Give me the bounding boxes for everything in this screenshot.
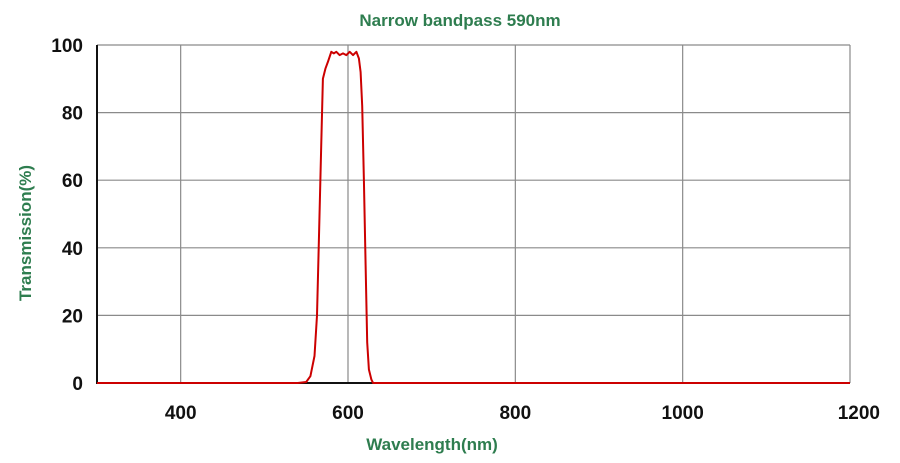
x-tick-label-400: 400 bbox=[165, 403, 197, 424]
chart-title: Narrow bandpass 590nm bbox=[359, 11, 560, 30]
y-axis-label: Transmission(%) bbox=[16, 165, 35, 301]
x-axis-label: Wavelength(nm) bbox=[366, 435, 498, 454]
x-tick-label-800: 800 bbox=[499, 403, 531, 424]
grid-lines bbox=[97, 44, 851, 384]
x-tick-label-600: 600 bbox=[332, 403, 364, 424]
y-tick-label-0: 0 bbox=[72, 374, 83, 395]
y-tick-label-100: 100 bbox=[51, 36, 83, 57]
x-tick-labels: 400 600 800 1000 1200 bbox=[165, 403, 880, 424]
x-tick-label-1000: 1000 bbox=[662, 403, 704, 424]
series-group bbox=[97, 50, 850, 384]
x-tick-label-1200: 1200 bbox=[838, 403, 880, 424]
y-tick-label-80: 80 bbox=[62, 104, 83, 125]
y-tick-label-20: 20 bbox=[62, 306, 83, 327]
series-line-0 bbox=[97, 50, 850, 384]
y-tick-label-60: 60 bbox=[62, 171, 83, 192]
axes bbox=[96, 45, 850, 384]
y-tick-labels: 0 20 40 60 80 100 bbox=[51, 36, 83, 395]
y-tick-label-40: 40 bbox=[62, 239, 83, 260]
